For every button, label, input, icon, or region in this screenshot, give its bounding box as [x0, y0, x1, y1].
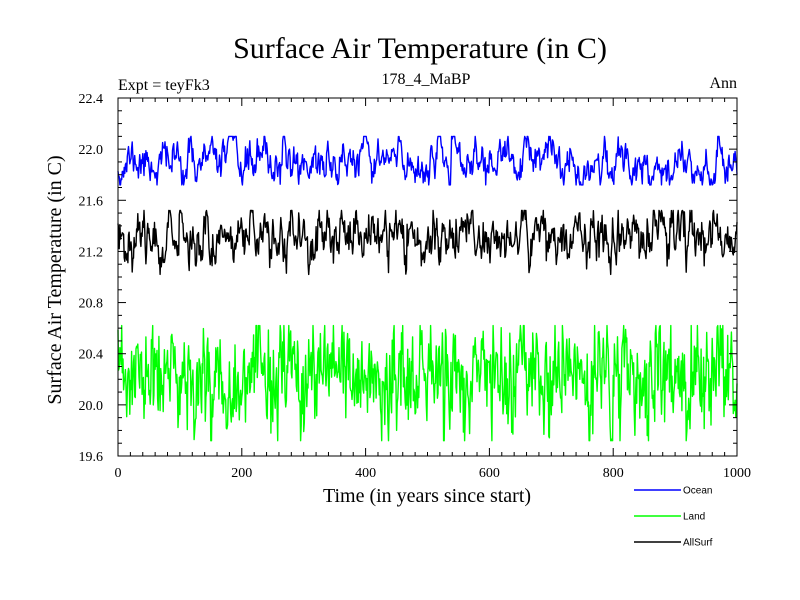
x-tick-label: 200	[231, 466, 252, 481]
y-tick-label: 19.6	[79, 450, 104, 465]
x-tick-label: 400	[355, 466, 376, 481]
x-axis-label: Time (in years since start)	[323, 485, 531, 507]
series-line-allsurf	[117, 209, 738, 276]
y-tick-label: 21.6	[79, 194, 104, 209]
series-layer	[117, 135, 738, 442]
series-line-ocean	[117, 135, 738, 186]
tick-layer: 0 200 400 600 800 1000 19.6 20.0 20.4 20.8 21.2 21.…	[79, 92, 752, 481]
chart-title: Surface Air Temperature (in C)	[233, 32, 607, 65]
x-tick-label: 0	[115, 466, 122, 481]
experiment-label: Expt = teyFk3	[118, 77, 210, 94]
y-axis-label: Surface Air Temperature (in C)	[44, 155, 66, 404]
season-label: Ann	[709, 75, 737, 92]
y-tick-label: 21.2	[79, 245, 104, 260]
y-tick-label: 22.0	[79, 143, 104, 158]
chart-subtitle: 178_4_MaBP	[382, 71, 471, 88]
y-tick-label: 22.4	[79, 92, 104, 107]
y-tick-label: 20.8	[79, 297, 104, 312]
y-tick-label: 20.0	[79, 399, 104, 414]
legend-label-allsurf: AllSurf	[683, 538, 713, 549]
y-tick-label: 20.4	[79, 348, 104, 363]
legend-label-ocean: Ocean	[683, 486, 712, 497]
x-tick-label: 1000	[723, 466, 751, 481]
legend: Ocean Land AllSurf	[634, 486, 713, 549]
x-tick-label: 800	[603, 466, 624, 481]
x-tick-label: 600	[479, 466, 500, 481]
legend-label-land: Land	[683, 512, 705, 523]
series-line-land	[117, 324, 738, 442]
